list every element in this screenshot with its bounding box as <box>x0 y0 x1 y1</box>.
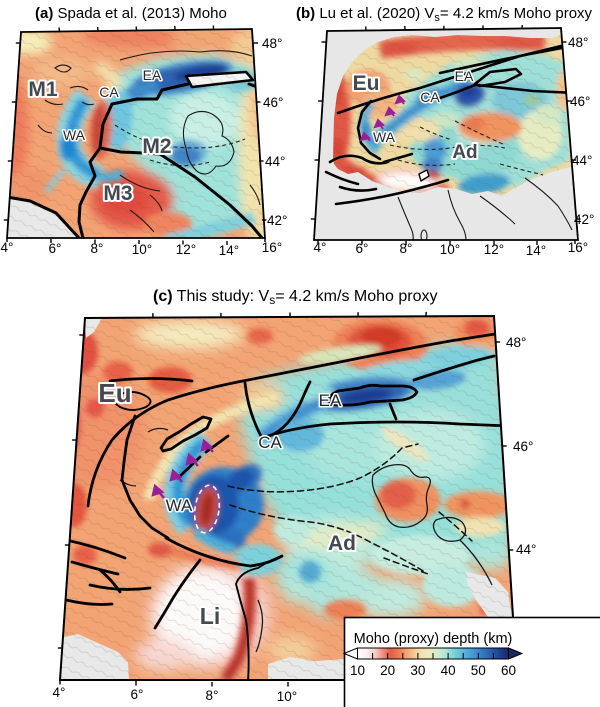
svg-text:8°: 8° <box>91 241 104 256</box>
svg-text:M2: M2 <box>142 135 171 158</box>
svg-text:44°: 44° <box>572 153 592 168</box>
svg-text:44°: 44° <box>265 154 285 169</box>
svg-text:M1: M1 <box>28 78 57 101</box>
svg-text:Moho (proxy) depth (km): Moho (proxy) depth (km) <box>354 631 513 647</box>
svg-text:42°: 42° <box>267 213 287 228</box>
svg-text:46°: 46° <box>570 94 590 109</box>
svg-text:4°: 4° <box>1 240 14 255</box>
svg-text:44°: 44° <box>516 542 536 557</box>
svg-text:10°: 10° <box>277 689 297 704</box>
svg-text:14°: 14° <box>219 243 239 258</box>
svg-text:(c) This study: Vs= 4.2 km/s M: (c) This study: Vs= 4.2 km/s Moho proxy <box>153 288 438 307</box>
svg-text:(a) Spada et al. (2013) Moho: (a) Spada et al. (2013) Moho <box>35 5 227 22</box>
svg-text:8°: 8° <box>206 688 219 703</box>
svg-text:50: 50 <box>471 663 486 678</box>
svg-text:40: 40 <box>441 663 456 678</box>
svg-text:48°: 48° <box>506 335 526 350</box>
svg-text:(b) Lu et al. (2020) Vs= 4.2 k: (b) Lu et al. (2020) Vs= 4.2 km/s Moho p… <box>296 5 593 24</box>
svg-text:48°: 48° <box>568 35 588 50</box>
svg-text:6°: 6° <box>356 241 369 256</box>
svg-text:WA: WA <box>373 129 396 145</box>
svg-text:30: 30 <box>410 663 425 678</box>
svg-text:46°: 46° <box>513 439 533 454</box>
svg-text:Eu: Eu <box>98 378 131 408</box>
svg-text:10°: 10° <box>440 242 460 257</box>
svg-text:6°: 6° <box>131 687 144 702</box>
svg-text:6°: 6° <box>49 241 62 256</box>
svg-text:Eu: Eu <box>353 72 380 95</box>
svg-text:WA: WA <box>63 127 86 143</box>
svg-text:16°: 16° <box>262 240 282 255</box>
svg-text:60: 60 <box>501 663 516 678</box>
svg-text:WA: WA <box>166 496 193 515</box>
svg-text:EA: EA <box>319 391 342 410</box>
svg-text:20: 20 <box>380 663 395 678</box>
svg-text:4°: 4° <box>53 685 66 700</box>
svg-text:CA: CA <box>99 84 119 100</box>
svg-text:8°: 8° <box>400 241 413 256</box>
svg-text:Ad: Ad <box>452 142 477 163</box>
svg-text:M3: M3 <box>103 182 132 205</box>
svg-text:46°: 46° <box>263 95 283 110</box>
svg-text:EA: EA <box>143 67 162 83</box>
svg-text:10: 10 <box>350 663 365 678</box>
svg-text:Ad: Ad <box>328 532 356 555</box>
svg-text:48°: 48° <box>262 36 282 51</box>
svg-text:4°: 4° <box>314 240 327 255</box>
svg-text:42°: 42° <box>574 212 594 227</box>
svg-text:CA: CA <box>420 89 440 105</box>
svg-text:EA: EA <box>455 68 474 84</box>
svg-text:CA: CA <box>258 433 282 452</box>
svg-text:14°: 14° <box>526 243 546 258</box>
svg-text:12°: 12° <box>484 242 504 257</box>
svg-text:16°: 16° <box>568 240 588 255</box>
svg-text:10°: 10° <box>132 242 152 257</box>
svg-text:12°: 12° <box>176 242 196 257</box>
svg-text:Li: Li <box>200 603 220 629</box>
